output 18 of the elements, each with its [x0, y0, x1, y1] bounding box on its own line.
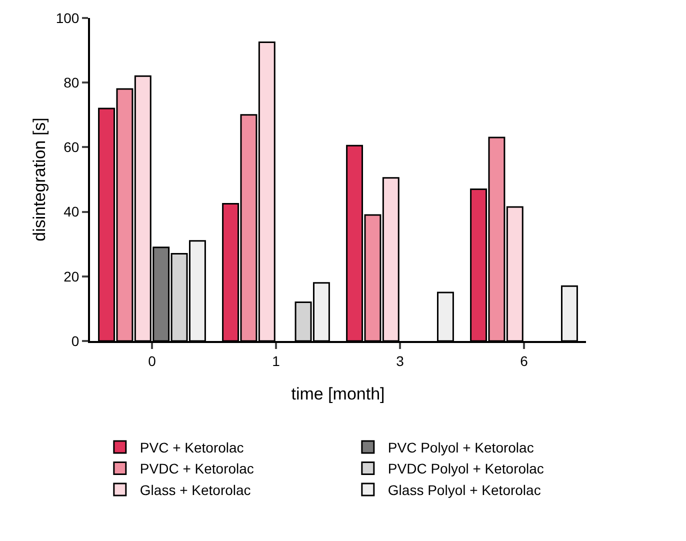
y-tick-label: 0 — [71, 332, 80, 349]
x-tick-label: 0 — [148, 352, 156, 369]
y-tick-label: 20 — [64, 268, 80, 284]
legend-label: PVDC + Ketorolac — [140, 460, 254, 477]
y-tick-label: 80 — [64, 74, 80, 90]
legend-label: PVC Polyol + Ketorolac — [388, 440, 534, 456]
x-axis-title: time [month] — [291, 384, 385, 404]
legend-label: Glass + Ketorolac — [140, 482, 251, 498]
x-tick-label: 1 — [272, 352, 280, 369]
y-tick-label: 100 — [56, 10, 80, 26]
legend-label: Glass Polyol + Ketorolac — [388, 482, 541, 498]
legend-label: PVC + Ketorolac — [140, 440, 244, 456]
legend-label: PVDC Polyol + Ketorolac — [388, 460, 544, 477]
x-tick-label: 3 — [396, 352, 404, 369]
x-tick-label: 6 — [520, 352, 528, 369]
y-tick-label: 60 — [64, 139, 80, 156]
y-axis-title: disintegration [s] — [30, 118, 49, 242]
y-tick-label: 40 — [64, 204, 80, 220]
